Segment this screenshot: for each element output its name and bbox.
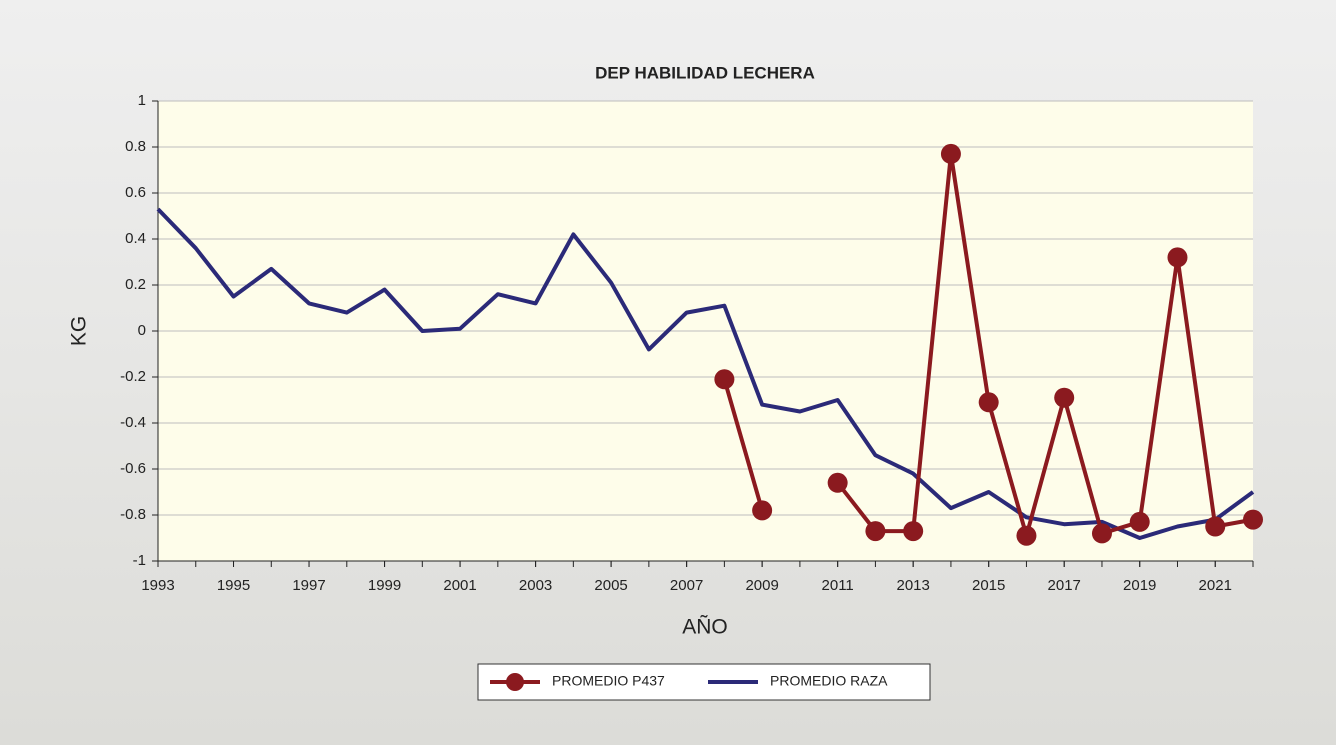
x-tick-label: 2019 — [1123, 577, 1156, 594]
x-tick-label: 2003 — [519, 577, 552, 594]
y-tick-label: 0 — [138, 322, 146, 339]
y-tick-label: 0.6 — [125, 184, 146, 201]
x-tick-label: 2015 — [972, 577, 1005, 594]
y-tick-label: -0.6 — [120, 460, 146, 477]
marker — [828, 473, 848, 493]
x-tick-label: 1997 — [292, 577, 325, 594]
marker — [1016, 526, 1036, 546]
y-axis-label: KG — [68, 316, 91, 346]
marker — [1054, 388, 1074, 408]
x-tick-label: 2009 — [745, 577, 778, 594]
chart-title: DEP HABILIDAD LECHERA — [595, 63, 815, 82]
legend-marker — [506, 673, 524, 691]
x-tick-label: 2013 — [896, 577, 929, 594]
marker — [1167, 247, 1187, 267]
x-axis-label: AÑO — [682, 615, 728, 639]
x-tick-label: 2021 — [1199, 577, 1232, 594]
y-tick-label: -1 — [133, 552, 146, 569]
marker — [714, 369, 734, 389]
marker — [1205, 517, 1225, 537]
y-tick-label: -0.2 — [120, 368, 146, 385]
y-tick-label: 0.8 — [125, 138, 146, 155]
marker — [979, 392, 999, 412]
y-tick-label: -0.8 — [120, 506, 146, 523]
marker — [752, 500, 772, 520]
y-tick-label: -0.4 — [120, 414, 146, 431]
x-tick-label: 2017 — [1048, 577, 1081, 594]
x-tick-label: 2005 — [594, 577, 627, 594]
y-tick-label: 0.2 — [125, 276, 146, 293]
chart: DEP HABILIDAD LECHERA AÑO KG -1 -0.8 -0.6 -… — [0, 0, 1336, 745]
marker — [903, 521, 923, 541]
x-tick-label: 2001 — [443, 577, 476, 594]
y-tick-label: 1 — [138, 92, 146, 109]
x-tick-label: 1993 — [141, 577, 174, 594]
marker — [941, 144, 961, 164]
marker — [865, 521, 885, 541]
legend-label: PROMEDIO RAZA — [770, 673, 888, 689]
x-tick-label: 2007 — [670, 577, 703, 594]
x-tick-label: 2011 — [822, 577, 854, 594]
marker — [1092, 523, 1112, 543]
marker — [1243, 510, 1263, 530]
page: DEP HABILIDAD LECHERA AÑO KG -1 -0.8 -0.6 -… — [0, 0, 1336, 745]
marker — [1130, 512, 1150, 532]
x-tick-label: 1999 — [368, 577, 401, 594]
legend-label: PROMEDIO P437 — [552, 673, 665, 689]
y-tick-label: 0.4 — [125, 230, 146, 247]
x-tick-label: 1995 — [217, 577, 250, 594]
